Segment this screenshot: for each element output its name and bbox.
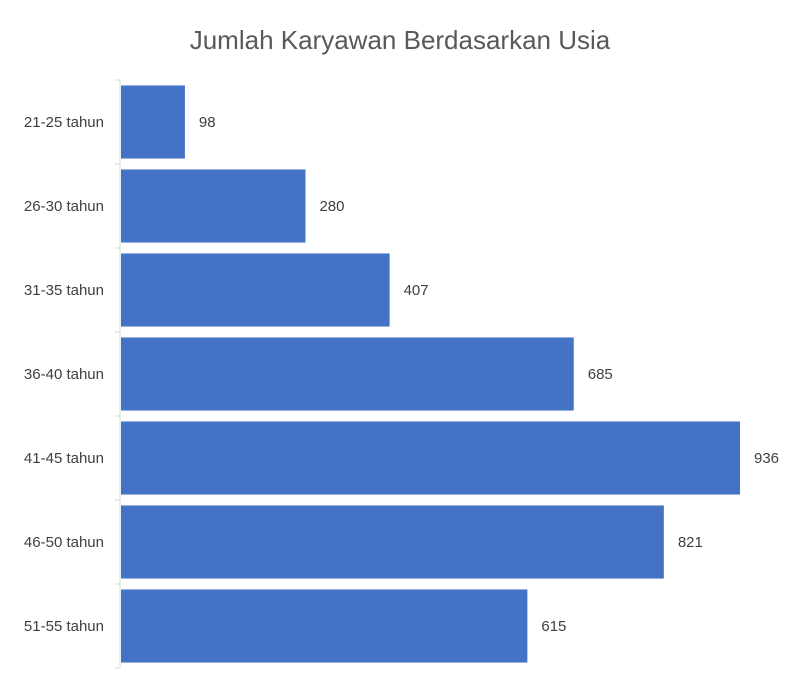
category-label: 26-30 tahun (24, 198, 104, 215)
bar-41-45-tahun (121, 421, 740, 495)
category-label: 41-45 tahun (24, 450, 104, 467)
category-label: 36-40 tahun (24, 366, 104, 383)
labels-layer: 21-25 tahun 98 26-30 tahun 280 31-35 tahun 40… (24, 114, 779, 635)
value-label: 936 (754, 450, 779, 467)
value-label: 615 (541, 618, 566, 635)
category-label: 31-35 tahun (24, 282, 104, 299)
value-label: 407 (404, 282, 429, 299)
category-label: 21-25 tahun (24, 114, 104, 131)
bar-51-55-tahun (121, 589, 528, 663)
bar-46-50-tahun (121, 505, 664, 579)
value-label: 98 (199, 114, 216, 131)
category-label: 51-55 tahun (24, 618, 104, 635)
bars-layer (121, 85, 740, 663)
axis-layer (115, 79, 121, 669)
value-label: 685 (588, 366, 613, 383)
value-label: 821 (678, 534, 703, 551)
bar-36-40-tahun (121, 337, 574, 411)
bar-26-30-tahun (121, 169, 306, 243)
bar-31-35-tahun (121, 253, 390, 327)
category-label: 46-50 tahun (24, 534, 104, 551)
bar-21-25-tahun (121, 85, 185, 159)
chart-title: Jumlah Karyawan Berdasarkan Usia (190, 25, 611, 55)
value-label: 280 (319, 198, 344, 215)
